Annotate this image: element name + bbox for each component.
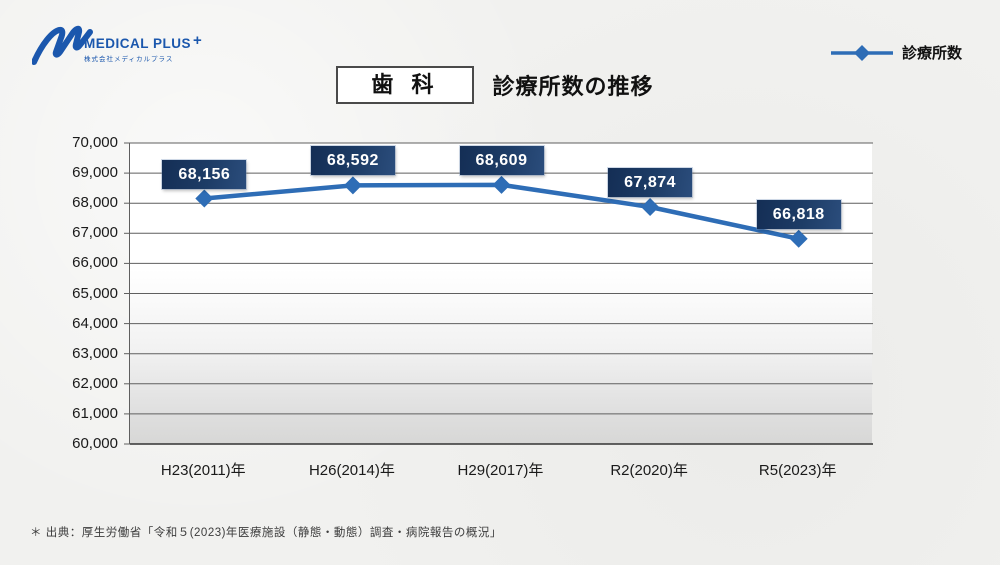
y-tick-label: 70,000 [72,134,118,151]
category-box: 歯 科 [336,66,475,104]
logo-plus-icon: + [193,32,202,49]
data-point-diamond [343,176,362,195]
y-tick-label: 61,000 [72,404,118,422]
logo-m-swoosh-icon [32,25,93,65]
y-tick-label: 66,000 [72,254,118,272]
y-tick-label: 62,000 [72,374,118,392]
y-tick-label: 68,000 [72,194,118,212]
chart-legend: 診療所数 [830,42,962,63]
y-tick-label: 65,000 [72,284,118,302]
y-tick-label: 63,000 [72,344,118,362]
x-tick-label: H23(2011)年 [160,462,246,479]
page-title: 診療所数の推移 [492,74,654,99]
medical-plus-logo: MEDICAL PLUS + 株式会社メディカルプラス [32,22,202,68]
y-tick-label: 69,000 [72,164,118,182]
data-label-box: 67,874 [608,167,693,197]
logo-text-block: MEDICAL PLUS + 株式会社メディカルプラス [84,22,202,63]
legend-label: 診療所数 [901,45,962,62]
data-point-diamond [195,189,214,208]
x-tick-label: H29(2017)年 [457,462,544,479]
y-tick-label: 60,000 [72,435,118,452]
x-tick-label: R2(2020)年 [610,462,688,479]
x-tick-label: R5(2023)年 [758,462,837,479]
plot-area: 68,156 68,592 68,609 67,874 66,818 [124,142,873,445]
title-row: 歯 科 診療所数の推移 [0,66,995,104]
data-label-box: 66,818 [756,199,841,229]
logo-wordmark: MEDICAL PLUS [84,36,192,51]
data-point-diamond [789,229,808,248]
data-label-box: 68,592 [310,146,395,176]
data-point-diamond [641,197,660,216]
x-tick-label: H26(2014)年 [308,462,395,479]
source-note: ＊ 出典：厚生労働省「令和５(2023)年医療施設（静態・動態）調査・病院報告の… [30,527,502,539]
y-tick-label: 67,000 [72,224,118,242]
data-label-box: 68,609 [459,145,544,175]
data-label-box: 68,156 [162,159,247,189]
legend-line-diamond-icon [830,44,893,61]
y-tick-label: 64,000 [72,314,118,332]
data-point-diamond [492,175,511,194]
logo-company-name: 株式会社メディカルプラス [84,56,174,63]
